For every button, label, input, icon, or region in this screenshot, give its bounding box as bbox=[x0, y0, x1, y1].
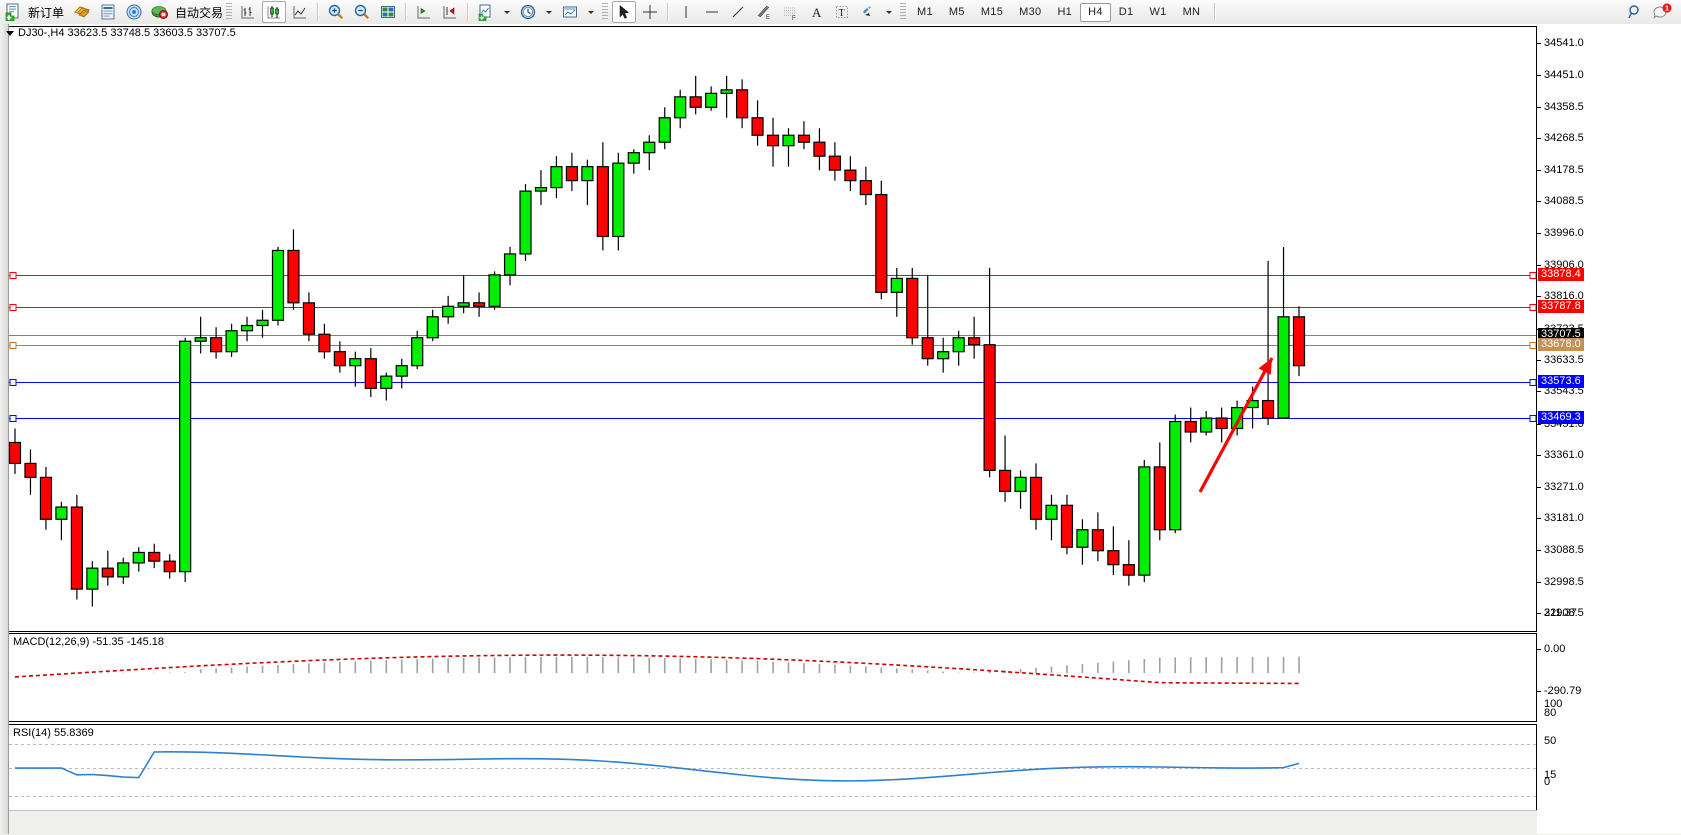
indicators-icon[interactable] bbox=[474, 1, 498, 23]
price-label-bid[interactable]: 33707.5 bbox=[1538, 328, 1584, 342]
autotrade-icon[interactable] bbox=[148, 1, 172, 23]
macd-chart-canvas bbox=[14, 654, 1300, 685]
chart-window: DJ30-,H4 33623.5 33748.5 33603.5 33707.5… bbox=[0, 24, 1681, 834]
svg-text:1: 1 bbox=[1665, 6, 1669, 13]
tile-windows-icon[interactable] bbox=[376, 1, 400, 23]
rsi-label: RSI(14) 55.8369 bbox=[13, 727, 96, 739]
line-chart-icon[interactable] bbox=[288, 1, 312, 23]
toolbar-grip-3[interactable] bbox=[900, 3, 907, 21]
templates-icon[interactable] bbox=[558, 1, 582, 23]
fibonacci-retracement-icon[interactable]: F bbox=[778, 1, 802, 23]
timeframe-m30[interactable]: M30 bbox=[1019, 6, 1042, 18]
price-chart-canvas bbox=[9, 75, 1536, 607]
bar-chart-icon[interactable] bbox=[236, 1, 260, 23]
price-label-ask[interactable]: 33678.0 bbox=[1538, 338, 1584, 352]
toolbar-separator-5 bbox=[1214, 3, 1217, 21]
toolbar-grip-2[interactable] bbox=[602, 3, 609, 21]
candlestick-chart-icon[interactable] bbox=[262, 1, 287, 23]
rsi-chart-canvas bbox=[9, 744, 1536, 797]
timeframe-w1[interactable]: W1 bbox=[1149, 6, 1167, 18]
data-window-icon[interactable] bbox=[96, 1, 120, 23]
price-label-support-2[interactable]: 33469.3 bbox=[1538, 411, 1584, 425]
indicators-dropdown-arrow-icon[interactable] bbox=[500, 1, 514, 23]
chart-shift-icon[interactable] bbox=[412, 1, 436, 23]
timeframe-m5[interactable]: M5 bbox=[948, 6, 965, 18]
svg-text:E: E bbox=[766, 15, 770, 21]
svg-text:A: A bbox=[812, 5, 822, 20]
new-order-icon[interactable] bbox=[1, 1, 25, 23]
new-order-label: 新订单 bbox=[28, 5, 65, 20]
search-icon[interactable] bbox=[1623, 1, 1647, 23]
timeframe-h1[interactable]: H1 bbox=[1057, 6, 1073, 18]
market-watch-icon[interactable] bbox=[70, 1, 94, 23]
equidistant-channel-icon[interactable]: E bbox=[752, 1, 776, 23]
price-scale[interactable]: 34541.0 34451.0 34358.5 34268.5 34178.5 34088… bbox=[1537, 24, 1681, 834]
macd-label: MACD(12,26,9) -51.35 -145.18 bbox=[13, 636, 167, 648]
triangle-down-icon[interactable] bbox=[6, 30, 14, 36]
rsi-pane[interactable]: RSI(14) 55.8369 bbox=[8, 724, 1537, 811]
toolbar-separator-2 bbox=[405, 3, 408, 21]
text-icon[interactable]: A bbox=[804, 1, 828, 23]
chart-symbol-info: DJ30-,H4 33623.5 33748.5 33603.5 33707.5 bbox=[18, 27, 236, 39]
periods-dropdown-arrow-icon[interactable] bbox=[542, 1, 556, 23]
price-label-resistance-1[interactable]: 33878.4 bbox=[1538, 268, 1584, 282]
horizontal-line-icon[interactable] bbox=[700, 1, 724, 23]
main-toolbar: 新订单 自动交易 bbox=[0, 0, 1681, 25]
timeframe-mn[interactable]: MN bbox=[1182, 6, 1201, 18]
navigator-icon[interactable] bbox=[122, 1, 146, 23]
trendline-icon[interactable] bbox=[726, 1, 750, 23]
price-pane[interactable] bbox=[8, 26, 1537, 632]
cursor-icon[interactable] bbox=[612, 1, 637, 23]
price-label-resistance-2[interactable]: 33787.8 bbox=[1538, 300, 1584, 314]
zoom-out-icon[interactable] bbox=[350, 1, 374, 23]
svg-text:F: F bbox=[792, 16, 796, 21]
timeframe-m1[interactable]: M1 bbox=[917, 6, 933, 18]
timeframe-d1[interactable]: D1 bbox=[1118, 6, 1134, 18]
crosshair-icon[interactable] bbox=[638, 1, 662, 23]
macd-pane[interactable]: MACD(12,26,9) -51.35 -145.18 bbox=[8, 633, 1537, 722]
price-label-support-1[interactable]: 33573.6 bbox=[1538, 374, 1584, 388]
toolbar-separator bbox=[317, 3, 320, 21]
alerts-icon[interactable]: 1 bbox=[1649, 1, 1675, 23]
zoom-in-icon[interactable] bbox=[324, 1, 348, 23]
timeframe-h4[interactable]: H4 bbox=[1080, 2, 1111, 22]
periods-icon[interactable] bbox=[516, 1, 540, 23]
timeframe-m15[interactable]: M15 bbox=[980, 6, 1004, 18]
shapes-dropdown-arrow-icon[interactable] bbox=[882, 1, 896, 23]
text-label-icon[interactable]: T bbox=[830, 1, 854, 23]
autotrade-label: 自动交易 bbox=[175, 5, 224, 20]
chart-left-scroll-strip[interactable] bbox=[0, 24, 9, 834]
chart-header: DJ30-,H4 33623.5 33748.5 33603.5 33707.5 bbox=[2, 26, 236, 40]
templates-dropdown-arrow-icon[interactable] bbox=[584, 1, 598, 23]
auto-scroll-icon[interactable] bbox=[438, 1, 462, 23]
svg-text:T: T bbox=[839, 8, 845, 19]
toolbar-separator-3 bbox=[467, 3, 470, 21]
vertical-line-icon[interactable] bbox=[674, 1, 698, 23]
shapes-arrows-icon[interactable] bbox=[856, 1, 880, 23]
toolbar-separator-4 bbox=[667, 3, 670, 21]
toolbar-grip[interactable] bbox=[226, 3, 233, 21]
bottom-status-strip bbox=[0, 810, 1681, 835]
